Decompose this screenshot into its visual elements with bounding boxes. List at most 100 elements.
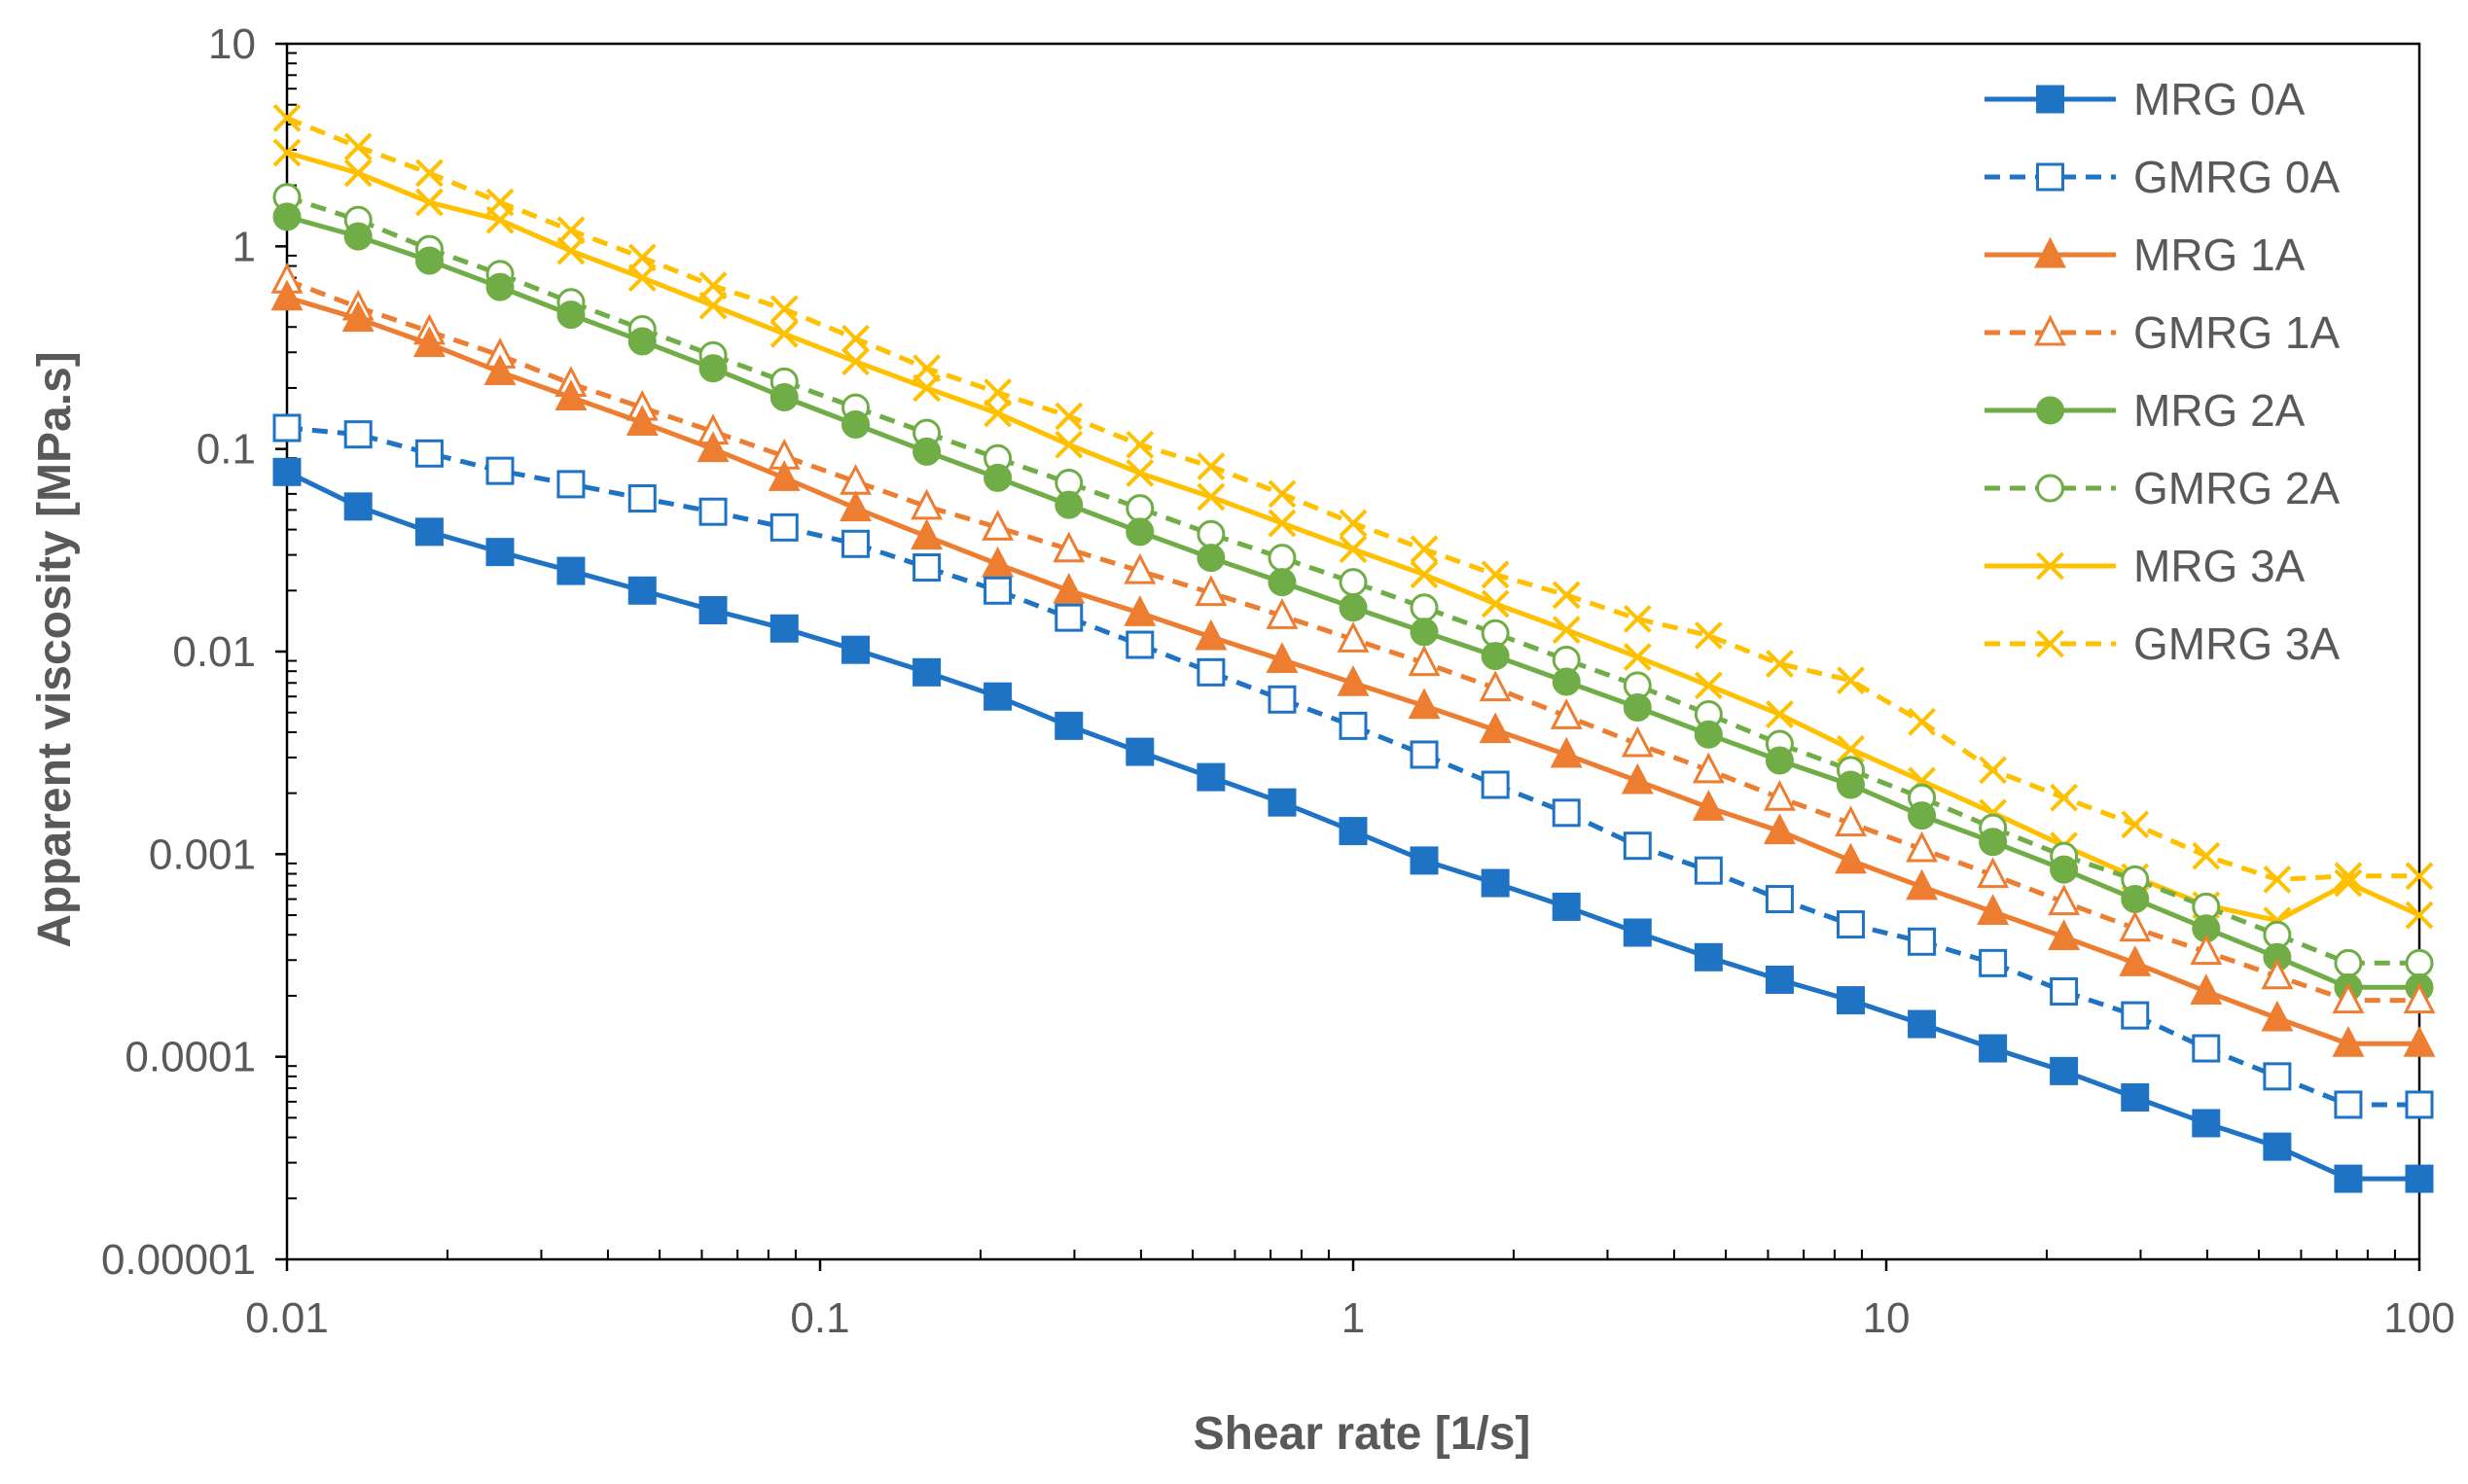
data-point-mrg-1a [412, 326, 446, 358]
data-point-mrg-3a [414, 188, 444, 217]
legend-marker-gmrg-1a [2034, 314, 2066, 346]
data-point-mrg-2a [556, 300, 586, 330]
data-point-gmrg-2a [2334, 948, 2363, 977]
data-point-mrg-0a [1552, 892, 1581, 921]
data-point-mrg-0a [272, 457, 302, 486]
series-mrg-2a [272, 202, 2434, 1002]
data-point-gmrg-3a [1694, 621, 1723, 650]
x-tick-label: 0.01 [245, 1294, 329, 1342]
data-point-gmrg-3a [912, 354, 942, 383]
data-point-gmrg-3a [2121, 810, 2150, 839]
data-point-mrg-2a [1836, 770, 1865, 799]
data-point-gmrg-0a [1197, 657, 1226, 687]
data-point-gmrg-0a [2405, 1090, 2434, 1119]
data-point-gmrg-3a [769, 295, 799, 324]
data-point-mrg-2a [1694, 720, 1723, 749]
data-point-gmrg-3a [1197, 452, 1226, 481]
series-line-gmrg-3a [286, 116, 2419, 882]
x-tick-label: 10 [1863, 1294, 1911, 1342]
data-point-mrg-1a [911, 518, 944, 550]
data-point-mrg-0a [556, 556, 586, 585]
data-point-gmrg-0a [1979, 948, 2008, 977]
data-point-gmrg-3a [1055, 402, 1084, 431]
data-point-mrg-2a [1623, 692, 1652, 722]
data-point-gmrg-0a [1126, 630, 1155, 659]
data-point-mrg-2a [1126, 517, 1155, 547]
series-line-mrg-3a [286, 150, 2421, 924]
data-point-gmrg-3a [2405, 862, 2434, 891]
data-point-gmrg-0a [2192, 1034, 2221, 1063]
data-point-gmrg-0a [1055, 603, 1084, 632]
y-tick-label: 0.01 [172, 628, 256, 676]
data-point-mrg-3a [272, 138, 302, 167]
data-point-gmrg-1a [1053, 531, 1086, 563]
data-point-gmrg-0a [1552, 798, 1581, 828]
x-tick-label: 100 [2383, 1294, 2454, 1342]
data-point-gmrg-2a [1268, 544, 1297, 573]
data-point-gmrg-3a [1410, 535, 1439, 564]
data-point-mrg-1a [1977, 894, 2010, 925]
data-point-gmrg-1a [1835, 805, 1867, 837]
legend-label-gmrg-0a: GMRG 0A [2133, 152, 2340, 202]
data-point-gmrg-0a [1481, 770, 1510, 799]
data-point-mrg-3a [698, 291, 728, 320]
data-point-mrg-2a [1908, 801, 1937, 830]
data-point-mrg-2a [984, 463, 1013, 492]
data-point-mrg-3a [2405, 901, 2434, 930]
legend-item-mrg-1a: MRG 1A [1985, 230, 2306, 280]
data-point-mrg-1a [1621, 762, 1654, 795]
data-point-gmrg-1a [1906, 830, 1939, 863]
data-point-mrg-0a [698, 595, 728, 624]
data-point-gmrg-1a [1692, 752, 1725, 784]
data-point-mrg-3a [1055, 430, 1084, 459]
legend-item-mrg-2a: MRG 2A [1985, 385, 2306, 436]
series-gmrg-3a [272, 103, 2434, 894]
data-point-gmrg-0a [1268, 685, 1297, 714]
data-point-gmrg-0a [769, 512, 799, 542]
data-point-mrg-3a [841, 347, 870, 376]
data-point-gmrg-1a [2403, 982, 2436, 1014]
data-point-mrg-1a [982, 546, 1015, 578]
series-layer [270, 103, 2436, 1193]
legend-marker-gmrg-3a [2036, 629, 2064, 658]
data-point-gmrg-0a [343, 420, 373, 449]
data-point-gmrg-0a [841, 529, 871, 558]
data-point-gmrg-1a [2190, 934, 2223, 966]
data-point-mrg-1a [1692, 790, 1725, 821]
data-point-gmrg-1a [982, 510, 1015, 541]
data-point-mrg-1a [1835, 842, 1867, 874]
data-point-gmrg-0a [1339, 711, 1368, 740]
data-point-gmrg-0a [2121, 1001, 2150, 1030]
y-tick-label: 10 [208, 20, 256, 68]
legend-item-mrg-3a: MRG 3A [1985, 541, 2306, 591]
data-point-gmrg-0a [1836, 910, 1865, 939]
data-point-mrg-0a [1836, 986, 1865, 1015]
data-point-gmrg-2a [1126, 494, 1155, 523]
data-point-mrg-1a [626, 405, 659, 437]
data-point-gmrg-3a [556, 216, 586, 245]
data-point-mrg-3a [1481, 589, 1510, 618]
data-point-gmrg-3a [414, 159, 444, 188]
data-point-gmrg-3a [627, 243, 657, 272]
data-point-mrg-1a [483, 354, 517, 385]
data-point-gmrg-0a [414, 439, 444, 468]
data-point-mrg-0a [1765, 965, 1794, 994]
data-point-gmrg-2a [2405, 948, 2434, 977]
data-point-gmrg-3a [343, 132, 373, 161]
data-point-mrg-1a [1053, 573, 1086, 604]
data-point-mrg-1a [1408, 688, 1441, 720]
legend-label-gmrg-2a: GMRG 2A [2133, 463, 2340, 513]
data-point-mrg-0a [984, 682, 1013, 711]
data-point-gmrg-1a [1124, 552, 1157, 584]
data-point-mrg-2a [1481, 642, 1510, 671]
data-point-gmrg-1a [1977, 857, 2010, 889]
data-point-mrg-1a [840, 490, 873, 522]
data-point-mrg-2a [1055, 490, 1084, 519]
data-point-mrg-1a [2048, 919, 2081, 951]
data-point-gmrg-3a [1339, 509, 1368, 538]
data-point-mrg-2a [912, 437, 942, 466]
data-point-gmrg-3a [1481, 560, 1510, 589]
data-point-mrg-1a [2190, 973, 2223, 1006]
data-point-mrg-0a [1481, 868, 1510, 898]
